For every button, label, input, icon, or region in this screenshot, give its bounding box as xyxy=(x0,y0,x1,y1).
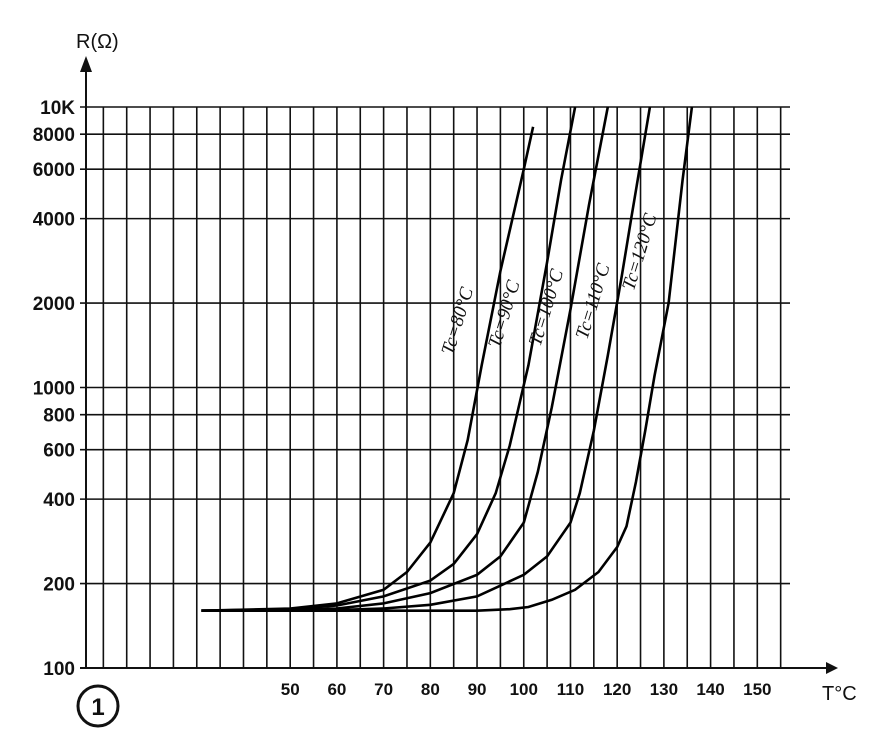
series-line xyxy=(201,106,610,612)
y-tick-label: 400 xyxy=(43,490,75,511)
curves xyxy=(201,106,694,612)
y-tick-label: 200 xyxy=(43,575,75,596)
y-tick-label: 6000 xyxy=(33,160,75,181)
x-tick-label: 120 xyxy=(603,680,631,699)
x-tick-label: 90 xyxy=(468,680,487,699)
y-tick-label: 8000 xyxy=(33,125,75,146)
grid xyxy=(80,106,790,668)
y-tick-label: 4000 xyxy=(33,210,75,231)
x-tick-label: 130 xyxy=(650,680,678,699)
series-label: Tc=100°C xyxy=(525,267,568,349)
x-axis-title: T°C xyxy=(822,683,857,705)
labels: 100 200 400 600 800 1000 2000 4000 6000 8000 10K 50… xyxy=(33,31,857,705)
axes xyxy=(80,56,838,674)
x-axis-arrow xyxy=(826,662,838,674)
x-tick-label: 110 xyxy=(557,680,584,699)
series-label: Tc=90°C xyxy=(484,278,524,351)
series-line xyxy=(201,126,535,612)
y-tick-label: 100 xyxy=(43,659,75,680)
badge-circle xyxy=(76,684,120,728)
series-line xyxy=(201,106,577,612)
x-tick-label: 50 xyxy=(281,680,300,699)
y-axis-arrow xyxy=(80,56,92,72)
badge-number: 1 xyxy=(91,694,104,721)
series-label: Tc=80°C xyxy=(438,285,478,358)
y-tick-label: 10K xyxy=(40,98,75,119)
y-tick-label: 1000 xyxy=(33,379,75,400)
y-axis-title: R(Ω) xyxy=(76,31,119,53)
figure-number-badge: 1 xyxy=(76,684,120,728)
x-tick-label: 60 xyxy=(327,680,346,699)
series-line xyxy=(201,106,652,612)
series-line xyxy=(201,106,694,612)
x-tick-label: 70 xyxy=(374,680,393,699)
y-tick-label: 600 xyxy=(43,441,75,462)
x-tick-label: 150 xyxy=(743,680,771,699)
x-tick-label: 100 xyxy=(510,680,538,699)
y-tick-label: 800 xyxy=(43,406,75,427)
x-tick-label: 140 xyxy=(696,680,724,699)
y-tick-label: 2000 xyxy=(33,294,75,315)
x-tick-label: 80 xyxy=(421,680,440,699)
series-label: Tc=110°C xyxy=(572,261,615,342)
